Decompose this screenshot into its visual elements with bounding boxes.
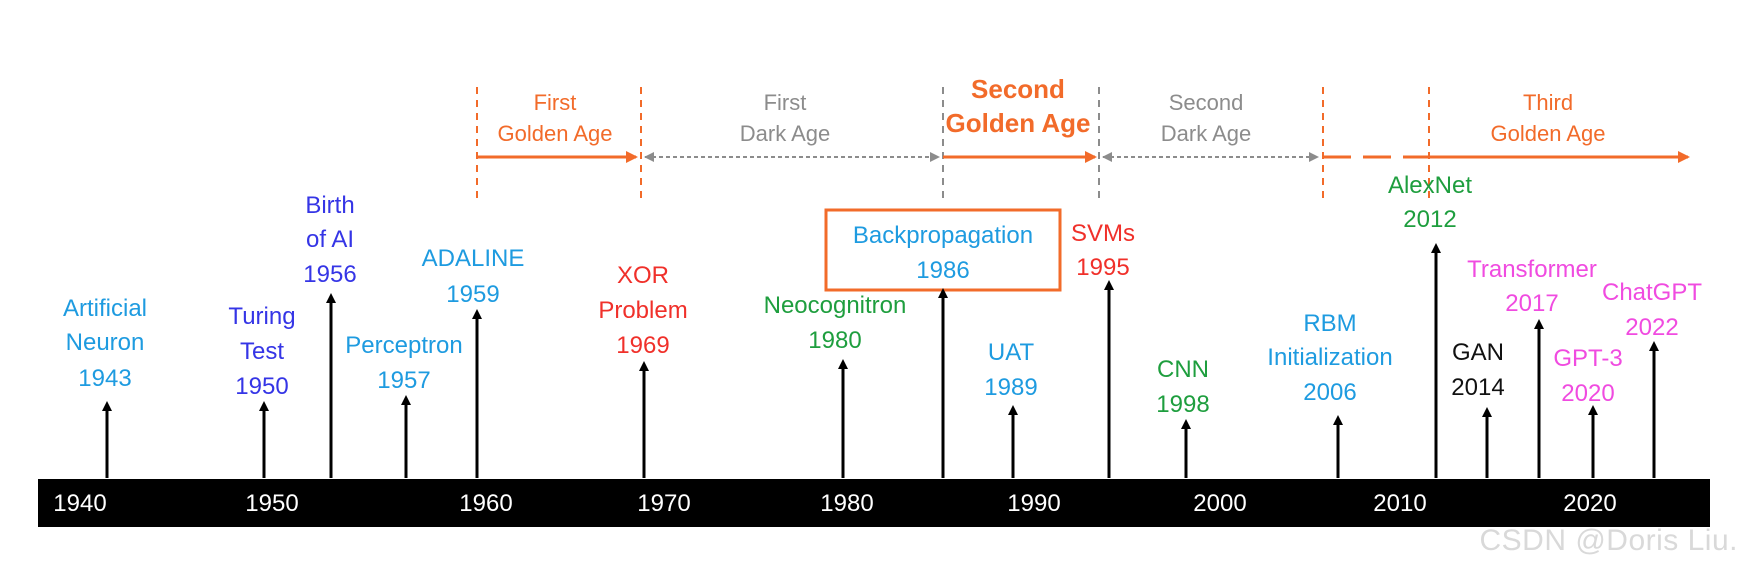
event-label-rbm-initialization-3: 2006 — [1303, 379, 1356, 406]
event-label-neocognitron-2: 1980 — [808, 327, 861, 354]
event-label-adaline-1: ADALINE — [422, 245, 525, 272]
axis-year-label: 1950 — [245, 490, 298, 517]
event-label-cnn-2: 1998 — [1156, 391, 1209, 418]
axis-year-labels: 1940 1950 1960 1970 1980 1990 2000 2010 … — [53, 490, 1616, 517]
axis-year-label: 2010 — [1373, 490, 1426, 517]
event-label-transformer-1: Transformer — [1467, 256, 1597, 283]
event-label-uat-1: UAT — [988, 339, 1035, 366]
event-label-transformer-2: 2017 — [1505, 290, 1558, 317]
event-label-rbm-initialization-2: Initialization — [1267, 344, 1392, 371]
era-label-third-golden-1: Third — [1523, 90, 1573, 115]
axis-year-label: 2000 — [1193, 490, 1246, 517]
event-label-turing-test-1: Turing — [228, 303, 295, 330]
axis-year-label: 1960 — [459, 490, 512, 517]
event-label-birth-of-ai-3: 1956 — [303, 261, 356, 288]
era-label-first-golden-2: Golden Age — [498, 121, 613, 146]
era-label-first-golden-1: First — [534, 90, 577, 115]
era-label-first-dark-1: First — [764, 90, 807, 115]
axis-year-label: 1970 — [637, 490, 690, 517]
event-label-birth-of-ai-2: of AI — [306, 226, 354, 253]
era-label-second-dark-2: Dark Age — [1161, 121, 1252, 146]
era-label-second-golden-2: Golden Age — [946, 108, 1091, 138]
event-label-gpt-3-2: 2020 — [1561, 380, 1614, 407]
event-label-artificial-neuron-3: 1943 — [78, 365, 131, 392]
event-label-cnn-1: CNN — [1157, 356, 1209, 383]
eras-section: First Golden Age First Dark Age Second G… — [476, 74, 1690, 200]
event-label-xor-problem-2: Problem — [598, 297, 687, 324]
event-label-xor-problem-3: 1969 — [616, 332, 669, 359]
era-label-second-golden-1: Second — [971, 74, 1065, 104]
event-label-turing-test-3: 1950 — [235, 373, 288, 400]
event-label-artificial-neuron-1: Artificial — [63, 295, 147, 322]
event-label-gan-1: GAN — [1452, 339, 1504, 366]
event-label-gpt-3-1: GPT-3 — [1553, 345, 1622, 372]
event-label-artificial-neuron-2: Neuron — [66, 329, 145, 356]
event-label-chatgpt-2: 2022 — [1625, 314, 1678, 341]
event-label-backpropagation-1: Backpropagation — [853, 222, 1033, 249]
event-label-chatgpt-1: ChatGPT — [1602, 279, 1702, 306]
event-label-xor-problem-1: XOR — [617, 262, 669, 289]
event-label-turing-test-2: Test — [240, 338, 284, 365]
time-axis-bar — [38, 479, 1710, 527]
axis-year-label: 1940 — [53, 490, 106, 517]
event-label-alexnet-1: AlexNet — [1388, 172, 1472, 199]
event-label-gan-2: 2014 — [1451, 374, 1504, 401]
era-label-third-golden-2: Golden Age — [1491, 121, 1606, 146]
axis-year-label: 1990 — [1007, 490, 1060, 517]
event-label-uat-2: 1989 — [984, 374, 1037, 401]
era-label-second-dark-1: Second — [1169, 90, 1244, 115]
event-label-perceptron-1: Perceptron — [345, 332, 462, 359]
events-section: Artificial Neuron 1943 Turing Test 1950 … — [63, 172, 1702, 478]
era-label-first-dark-2: Dark Age — [740, 121, 831, 146]
event-label-backpropagation-2: 1986 — [916, 257, 969, 284]
event-label-adaline-2: 1959 — [446, 281, 499, 308]
event-label-svms-2: 1995 — [1076, 254, 1129, 281]
event-label-rbm-initialization-1: RBM — [1303, 310, 1356, 337]
event-label-alexnet-2: 2012 — [1403, 206, 1456, 233]
axis-year-label: 2020 — [1563, 490, 1616, 517]
event-label-perceptron-2: 1957 — [377, 367, 430, 394]
event-label-neocognitron-1: Neocognitron — [764, 292, 907, 319]
axis-year-label: 1980 — [820, 490, 873, 517]
event-label-birth-of-ai-1: Birth — [305, 192, 354, 219]
event-label-svms-1: SVMs — [1071, 220, 1135, 247]
watermark: CSDN @Doris Liu. — [1479, 524, 1738, 557]
